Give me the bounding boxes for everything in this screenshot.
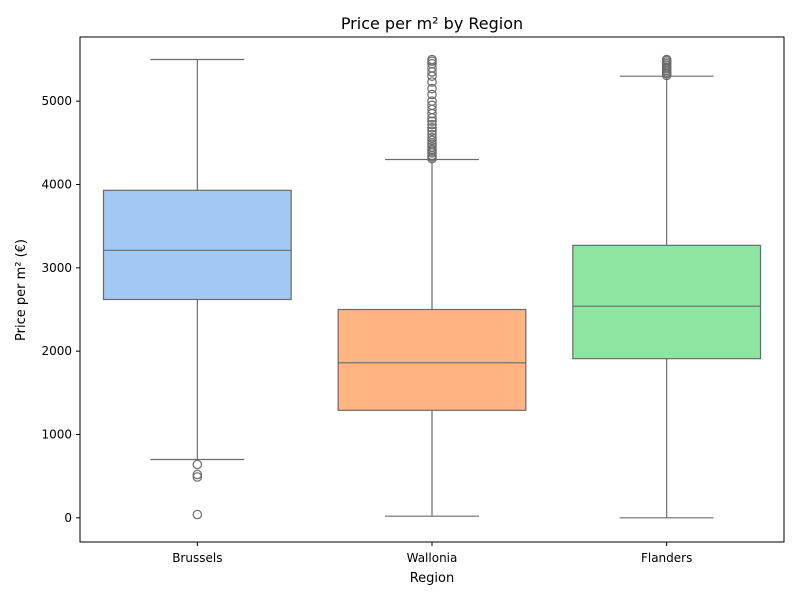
iqr-box <box>572 244 762 360</box>
box-brussels <box>102 58 292 520</box>
outlier-point <box>427 142 437 152</box>
y-axis-label: Price per m² (€) <box>14 239 29 341</box>
outlier-point <box>427 123 437 133</box>
iqr-box <box>337 308 527 411</box>
y-tick-label: 1000 <box>41 428 72 442</box>
x-tick-label: Brussels <box>172 551 222 565</box>
x-axis-label: Region <box>410 571 455 586</box>
y-tick-label: 3000 <box>41 261 72 275</box>
outlier-point <box>427 144 437 155</box>
outlier-point <box>427 133 437 143</box>
outlier-point <box>427 100 437 111</box>
outlier-point <box>427 77 437 87</box>
y-tick-label: 0 <box>64 511 72 525</box>
outlier-point <box>192 459 203 470</box>
outlier-point <box>427 119 437 130</box>
outlier-point <box>427 89 437 100</box>
outlier-point <box>427 58 437 69</box>
box-wallonia <box>337 54 527 517</box>
outlier-point <box>427 54 437 65</box>
outlier-point <box>427 135 437 146</box>
outlier-point <box>427 116 437 126</box>
outlier-point <box>192 509 203 520</box>
outlier-point <box>661 54 672 65</box>
y-tick-label: 2000 <box>41 344 72 358</box>
iqr-box <box>102 189 292 301</box>
outlier-point <box>427 126 437 136</box>
box-flanders <box>572 54 762 519</box>
outlier-point <box>427 129 437 140</box>
y-tick-label: 5000 <box>41 94 72 108</box>
x-tick-label: Wallonia <box>407 551 458 565</box>
outlier-point <box>427 96 437 106</box>
chart-title: Price per m² by Region <box>341 14 523 33</box>
outlier-point <box>427 83 437 94</box>
outlier-point <box>192 469 203 480</box>
x-axis: Brussels Wallonia Flanders <box>172 542 692 565</box>
plot-frame <box>79 36 785 543</box>
x-tick-label: Flanders <box>641 551 692 565</box>
outlier-point <box>192 472 203 482</box>
y-axis: 0 1000 2000 3000 4000 5000 <box>41 94 80 525</box>
plot-area <box>102 54 762 520</box>
y-tick-label: 4000 <box>41 178 72 192</box>
